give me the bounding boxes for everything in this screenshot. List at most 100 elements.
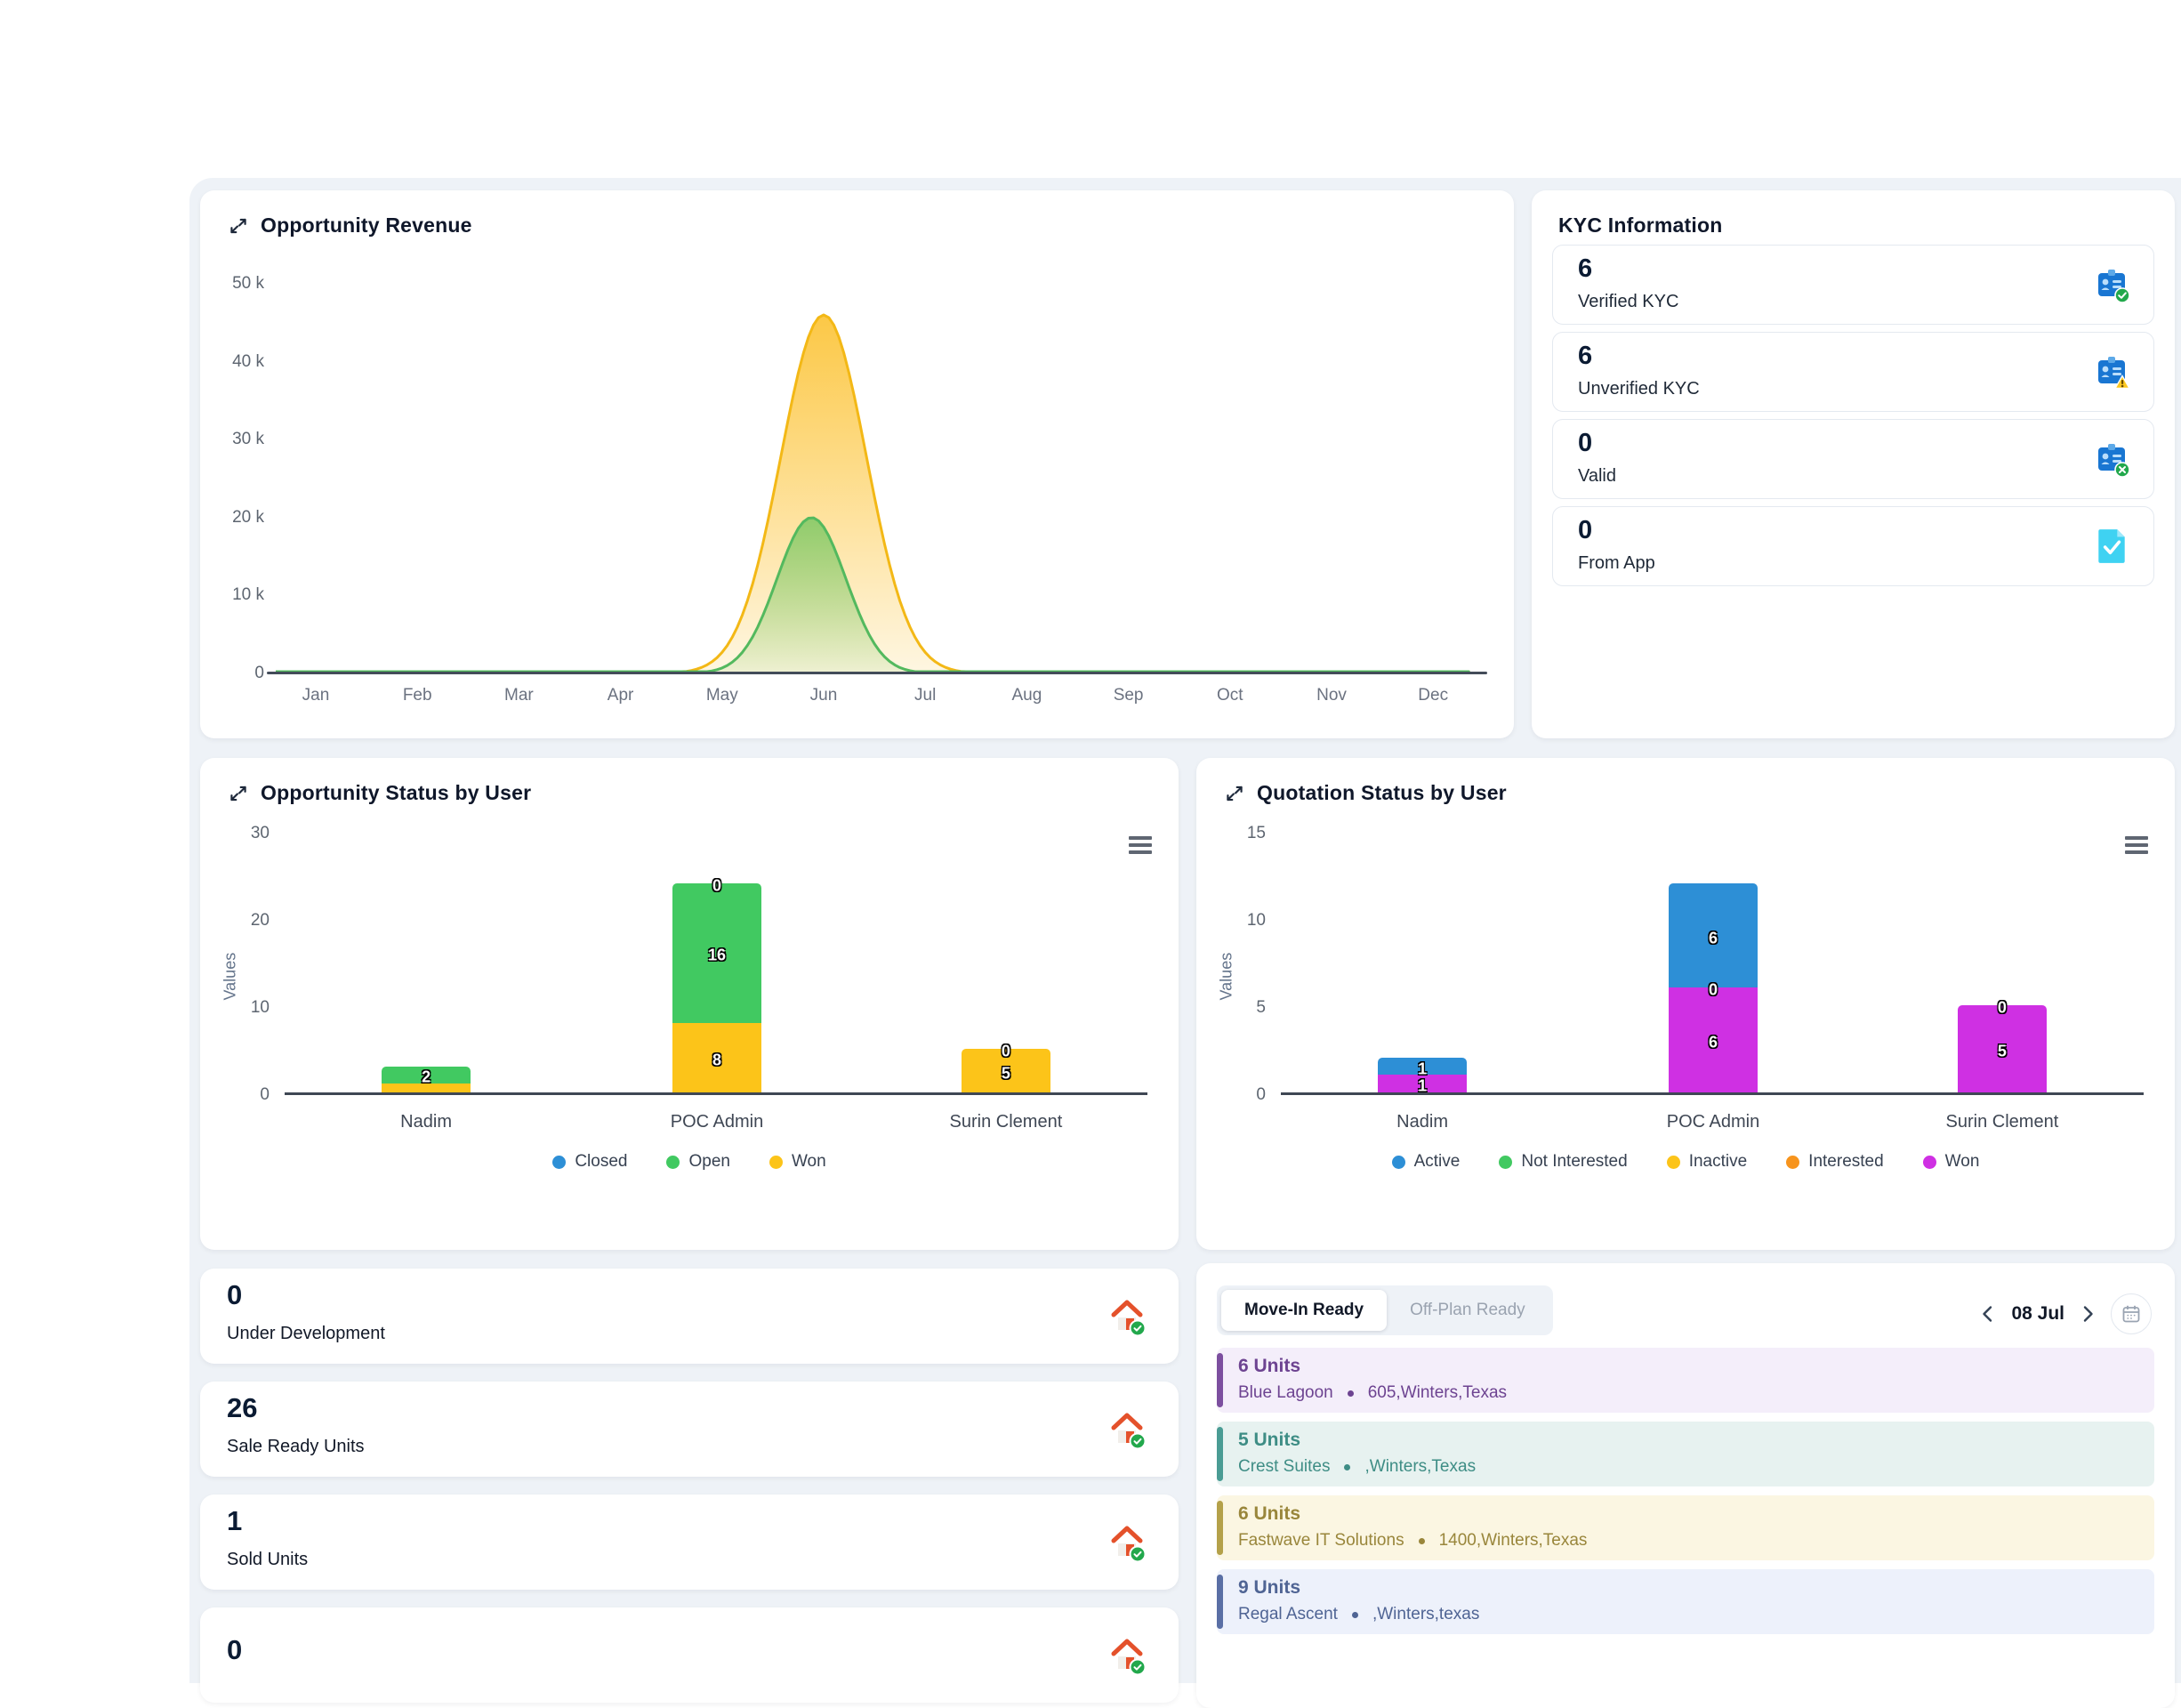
unit-count: 6 Units: [1238, 1356, 1301, 1376]
y-axis-tick: 20: [250, 911, 270, 930]
unit-list-item[interactable]: 9 Units Regal Ascent ,Winters,texas: [1217, 1569, 2154, 1634]
stat-value: 1: [227, 1505, 243, 1536]
x-axis-tick: May: [705, 686, 738, 705]
property-address: ,Winters,texas: [1372, 1605, 1480, 1623]
bar-segment-active[interactable]: [1668, 882, 1758, 988]
kyc-from-app-item: 0 From App: [1552, 506, 2154, 586]
expand-icon[interactable]: [1223, 782, 1246, 805]
unit-list-item[interactable]: 6 Units Blue Lagoon 605,Winters,Texas: [1217, 1348, 2154, 1413]
x-axis-tick: Surin Clement: [949, 1112, 1063, 1132]
calendar-button[interactable]: [2111, 1293, 2152, 1334]
legend-dot: [1666, 1155, 1680, 1169]
stat-card-cutoff[interactable]: 0: [200, 1607, 1179, 1703]
legend-label: Not Interested: [1521, 1152, 1628, 1171]
x-axis-tick: Nadim: [1396, 1112, 1448, 1132]
bar-poc-admin[interactable]: [1668, 882, 1758, 1092]
property-name: Crest Suites: [1238, 1457, 1331, 1476]
kyc-label: Unverified KYC: [1578, 379, 1700, 399]
separator-dot: [1344, 1463, 1351, 1470]
bar-nadim[interactable]: [1378, 1057, 1468, 1092]
next-date-icon[interactable]: [2077, 1303, 2098, 1325]
tab-move-in-ready[interactable]: Move-In Ready: [1221, 1290, 1388, 1331]
bar-segment-active[interactable]: [1378, 1057, 1468, 1076]
under-development-card[interactable]: 0 Under Development: [200, 1269, 1179, 1364]
bar-value-label: 8: [712, 1051, 721, 1069]
bar-segment-won[interactable]: [1668, 987, 1758, 1092]
kyc-information-card: KYC Information 6 Verified KYC 6 Unverif…: [1532, 190, 2175, 738]
x-axis-tick: Apr: [607, 686, 634, 705]
unit-list-item[interactable]: 6 Units Fastwave IT Solutions 1400,Winte…: [1217, 1495, 2154, 1560]
y-axis-title: Values: [221, 952, 239, 1001]
x-axis-line: [1281, 1092, 2144, 1095]
bar-segment-won[interactable]: [672, 1022, 761, 1092]
area-chart-plot[interactable]: [274, 284, 1485, 673]
legend-label: Inactive: [1688, 1152, 1748, 1171]
chart-menu-icon[interactable]: [1129, 836, 1152, 854]
bar-value-label: 1: [1418, 1059, 1428, 1078]
house-check-icon: [1107, 1635, 1148, 1676]
unit-subtitle: Crest Suites ,Winters,Texas: [1238, 1457, 1476, 1477]
house-check-icon: [1107, 1522, 1148, 1563]
legend-label: Open: [688, 1152, 730, 1171]
legend-dot: [769, 1155, 783, 1169]
kyc-valid-item: 0 Valid: [1552, 419, 2154, 499]
house-check-icon: [1107, 1296, 1148, 1337]
kyc-verified-item: 6 Verified KYC: [1552, 245, 2154, 325]
id-card-cross-icon: [2098, 444, 2130, 478]
y-axis-tick: 10: [250, 998, 270, 1017]
kyc-unverified-item: 6 Unverified KYC: [1552, 332, 2154, 412]
bar-value-label: 0: [1997, 998, 2007, 1017]
x-axis-tick: Nov: [1316, 686, 1347, 705]
legend-label: Active: [1413, 1152, 1461, 1171]
chart-menu-icon[interactable]: [2125, 836, 2148, 854]
legend-dot: [666, 1155, 680, 1169]
bar-segment-won[interactable]: [382, 1084, 471, 1092]
tab-off-plan-ready[interactable]: Off-Plan Ready: [1410, 1301, 1525, 1319]
x-axis-tick: Dec: [1418, 686, 1449, 705]
document-check-icon: [2096, 528, 2127, 565]
previous-date-icon[interactable]: [1977, 1303, 1999, 1325]
separator-dot: [1418, 1537, 1425, 1544]
legend-item-not-interested[interactable]: Not Interested: [1499, 1152, 1628, 1172]
bar-segment-won[interactable]: [1378, 1075, 1468, 1092]
bar-surin-clement[interactable]: [1957, 1005, 2047, 1092]
bar-value-label: 16: [707, 946, 726, 964]
bar-surin-clement[interactable]: [961, 1049, 1050, 1092]
unit-subtitle: Regal Ascent ,Winters,texas: [1238, 1605, 1479, 1624]
bar-segment-won[interactable]: [1957, 1005, 2047, 1092]
property-name: Blue Lagoon: [1238, 1383, 1333, 1402]
property-name: Fastwave IT Solutions: [1238, 1531, 1404, 1550]
bar-segment-won[interactable]: [961, 1049, 1050, 1092]
legend-label: Won: [791, 1152, 826, 1171]
bar-segment-open[interactable]: [672, 882, 761, 1023]
legend-item-inactive[interactable]: Inactive: [1666, 1152, 1748, 1172]
move-in-ready-panel: Move-In Ready Off-Plan Ready 08 Jul 6 Un…: [1196, 1263, 2175, 1708]
stat-value: 0: [227, 1279, 243, 1310]
card-title: Opportunity Revenue: [261, 214, 472, 237]
quotation-status-chart-card: Quotation Status by User 15 10 5 0 Value…: [1196, 758, 2175, 1250]
legend-item-closed[interactable]: Closed: [552, 1152, 627, 1172]
unit-list-item[interactable]: 5 Units Crest Suites ,Winters,Texas: [1217, 1422, 2154, 1486]
legend-item-won[interactable]: Won: [1922, 1152, 1979, 1172]
accent-bar: [1217, 1353, 1223, 1407]
legend-item-interested[interactable]: Interested: [1786, 1152, 1884, 1172]
bar-segment-open[interactable]: [382, 1066, 471, 1084]
calendar-icon: [2122, 1304, 2140, 1323]
bar-value-label: 1: [1418, 1076, 1428, 1095]
expand-icon[interactable]: [227, 214, 250, 238]
sale-ready-units-card[interactable]: 26 Sale Ready Units: [200, 1382, 1179, 1477]
date-label: 08 Jul: [2011, 1303, 2064, 1324]
legend-item-open[interactable]: Open: [666, 1152, 730, 1172]
sold-units-card[interactable]: 1 Sold Units: [200, 1494, 1179, 1590]
property-name: Regal Ascent: [1238, 1605, 1338, 1623]
legend-item-won[interactable]: Won: [769, 1152, 826, 1172]
y-axis-tick: 50 k: [232, 274, 264, 293]
legend-item-active[interactable]: Active: [1391, 1152, 1461, 1172]
unit-count: 9 Units: [1238, 1577, 1301, 1598]
y-axis-tick: 0: [254, 664, 264, 682]
bar-nadim[interactable]: [382, 1066, 471, 1092]
bar-poc-admin[interactable]: [672, 882, 761, 1092]
stat-label: Under Development: [227, 1324, 385, 1343]
expand-icon[interactable]: [227, 782, 250, 805]
